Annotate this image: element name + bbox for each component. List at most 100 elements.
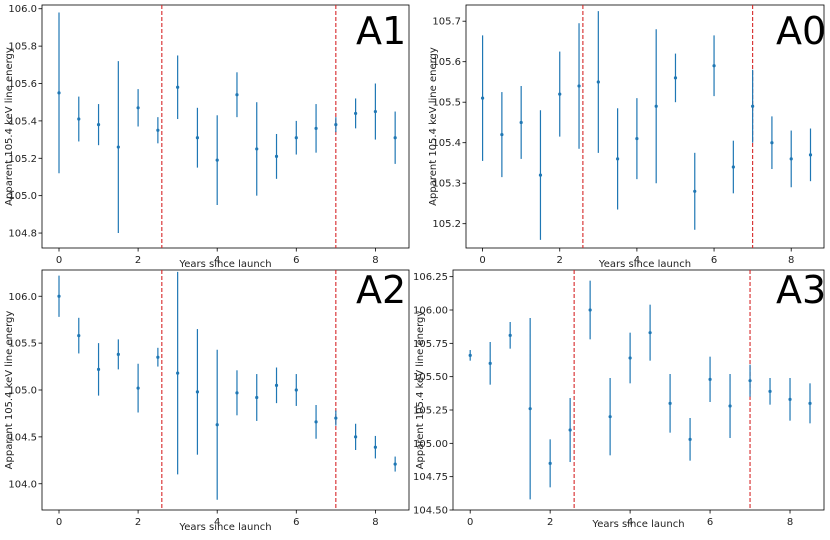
y-tick-label: 105.50: [413, 372, 448, 383]
x-axis-title: Years since launch: [598, 259, 691, 270]
data-point: [334, 416, 338, 420]
data-point: [568, 428, 572, 432]
data-point: [215, 158, 219, 162]
panel-title: A0: [776, 9, 826, 53]
data-point: [648, 331, 652, 335]
x-tick-label: 8: [372, 255, 378, 266]
panel-a2: 0 2 4 6 8 104.0 104.5 105.0 105.5 106.0 Years sinc…: [4, 268, 410, 533]
panel-a0: 0 2 4 6 8 105.2 105.3 105.4 105.5 105.6 105.7 Years…: [428, 4, 826, 270]
data-point: [768, 389, 772, 393]
data-point: [195, 136, 200, 140]
x-tick-label: 0: [56, 517, 62, 528]
data-point: [668, 401, 672, 405]
y-tick-label: 106.25: [413, 272, 448, 283]
x-axis-title: Years since launch: [591, 519, 684, 530]
panel-title: A1: [356, 9, 406, 53]
y-tick-label: 105.4: [8, 116, 37, 127]
y-tick-label: 105.7: [432, 17, 461, 28]
data-point: [748, 379, 752, 383]
x-tick-label: 8: [787, 517, 793, 528]
data-point: [788, 397, 792, 401]
x-tick-label: 4: [634, 255, 640, 266]
y-axis-title: Apparent 105.4 keV line energy: [4, 47, 15, 206]
data-point: [538, 173, 543, 177]
data-point: [294, 136, 298, 140]
data-point: [548, 461, 552, 465]
x-tick-label: 6: [293, 255, 299, 266]
data-point: [57, 294, 61, 298]
y-tick-label: 105.25: [413, 406, 448, 417]
data-point: [808, 401, 812, 405]
data-point: [116, 352, 120, 356]
y-tick-label: 104.0: [8, 479, 37, 490]
data-point: [480, 96, 485, 100]
y-tick-label: 104.75: [413, 472, 448, 483]
axes-frame: [41, 269, 410, 511]
data-point: [608, 415, 612, 419]
data-point: [176, 371, 180, 375]
data-point: [235, 93, 239, 97]
x-tick-label: 0: [479, 255, 485, 266]
data-point: [314, 126, 318, 130]
data-point: [519, 120, 523, 125]
data-point: [673, 76, 678, 80]
data-point: [558, 92, 562, 96]
panel-a3: 0 2 4 6 8 104.50 104.75 105.00 105.25 105.50 105.7…: [413, 268, 826, 530]
data-point: [728, 404, 732, 408]
data-point: [136, 386, 140, 390]
data-point: [393, 136, 397, 140]
data-point: [373, 445, 377, 449]
y-tick-label: 105.4: [432, 138, 461, 149]
panel-title: A2: [356, 268, 406, 312]
axes-frame: [452, 269, 825, 511]
y-tick-label: 106.00: [413, 306, 448, 317]
y-axis-title: Apparent 105.4 keV line energy: [428, 47, 439, 206]
x-tick-label: 2: [135, 517, 141, 528]
y-tick-label: 105.6: [8, 79, 37, 90]
data-point: [156, 128, 160, 132]
data-point: [731, 165, 735, 169]
data-point: [354, 435, 358, 439]
data-point: [57, 91, 61, 95]
data-point: [688, 437, 692, 441]
data-point: [156, 355, 160, 359]
data-point: [294, 388, 298, 392]
data-point: [654, 104, 658, 108]
data-point: [577, 84, 581, 88]
data-point: [255, 395, 259, 400]
x-tick-label: 0: [56, 255, 62, 266]
y-tick-label: 105.0: [8, 386, 37, 397]
data-point: [235, 391, 239, 395]
x-tick-label: 8: [788, 255, 794, 266]
y-tick-label: 105.8: [8, 42, 37, 53]
data-point: [628, 356, 632, 360]
data-point: [77, 117, 81, 121]
data-point: [96, 123, 101, 127]
data-point: [215, 423, 219, 427]
data-point: [770, 141, 774, 145]
data-point: [500, 133, 504, 137]
x-axis-title: Years since launch: [178, 522, 271, 533]
panel-a1: 0 2 4 6 8 104.8 105.0 105.2 105.4 105.6 105.8 106.0…: [4, 4, 410, 270]
y-tick-label: 105.00: [413, 439, 448, 450]
data-point: [588, 308, 592, 312]
y-tick-label: 105.75: [413, 339, 448, 350]
x-axis-title: Years since launch: [178, 259, 271, 270]
data-point: [274, 383, 279, 387]
y-axis-title: Apparent 105.4 keV line energy: [415, 311, 426, 470]
data-point: [77, 334, 81, 338]
x-tick-label: 2: [557, 255, 563, 266]
x-tick-label: 6: [293, 517, 299, 528]
data-point: [708, 377, 712, 381]
data-point: [274, 154, 279, 159]
data-point: [314, 420, 318, 424]
x-tick-label: 4: [214, 517, 220, 528]
data-point: [116, 145, 120, 149]
axes-frame: [41, 4, 410, 249]
data-point: [373, 109, 377, 114]
y-tick-label: 105.2: [432, 219, 461, 230]
panel-title: A3: [776, 268, 826, 312]
y-axis-title: Apparent 105.4 keV line energy: [4, 311, 15, 470]
data-point: [468, 353, 472, 357]
